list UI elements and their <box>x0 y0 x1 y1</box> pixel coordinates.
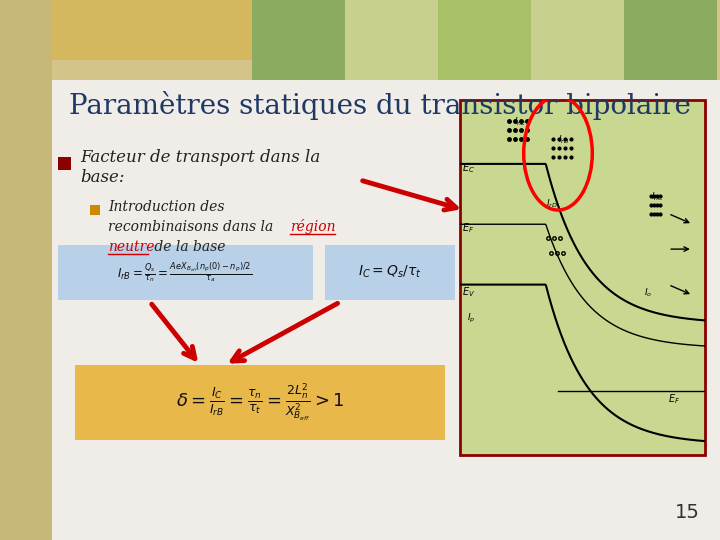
Text: $I_{nE}$: $I_{nE}$ <box>514 116 526 129</box>
Text: Paramètres statiques du transistor bipolaire: Paramètres statiques du transistor bipol… <box>69 91 691 119</box>
FancyBboxPatch shape <box>252 0 345 80</box>
Text: $E_V$: $E_V$ <box>462 285 476 299</box>
Text: Introduction des: Introduction des <box>108 200 225 214</box>
FancyBboxPatch shape <box>624 0 717 80</box>
FancyBboxPatch shape <box>58 245 313 300</box>
Text: base:: base: <box>80 168 125 186</box>
Text: $I_{rB}$: $I_{rB}$ <box>558 133 570 146</box>
Text: $I_o$: $I_o$ <box>644 286 652 299</box>
Text: $I_C = Q_s/\tau_t$: $I_C = Q_s/\tau_t$ <box>358 264 422 280</box>
FancyBboxPatch shape <box>0 0 52 540</box>
Text: recombinaisons dans la: recombinaisons dans la <box>108 220 278 234</box>
Text: région: région <box>290 219 336 234</box>
Text: Facteur de transport dans la: Facteur de transport dans la <box>80 148 320 165</box>
FancyBboxPatch shape <box>52 0 720 540</box>
Text: $\delta = \frac{I_C}{I_{rB}} = \frac{\tau_n}{\tau_t} = \frac{2L_n^2}{X_{B_{eff}}: $\delta = \frac{I_C}{I_{rB}} = \frac{\ta… <box>176 381 344 423</box>
Text: de la base: de la base <box>150 240 225 254</box>
FancyBboxPatch shape <box>345 0 438 80</box>
FancyBboxPatch shape <box>52 0 252 60</box>
FancyBboxPatch shape <box>90 205 100 215</box>
FancyBboxPatch shape <box>460 100 705 455</box>
Text: $I_{nC}$: $I_{nC}$ <box>651 191 664 203</box>
FancyBboxPatch shape <box>531 0 624 80</box>
Text: $I_p$: $I_p$ <box>467 312 476 325</box>
FancyBboxPatch shape <box>325 245 455 300</box>
Text: 15: 15 <box>675 503 700 522</box>
Text: $I_{rD}$: $I_{rD}$ <box>546 198 557 210</box>
FancyBboxPatch shape <box>75 365 445 440</box>
Text: $E_C$: $E_C$ <box>462 161 475 175</box>
FancyBboxPatch shape <box>438 0 531 80</box>
Text: $E_F$: $E_F$ <box>462 221 474 235</box>
FancyBboxPatch shape <box>58 157 71 170</box>
FancyBboxPatch shape <box>52 0 720 80</box>
Text: $E_F$: $E_F$ <box>668 392 680 406</box>
Text: neutre: neutre <box>108 240 155 254</box>
Text: $I_{rB} = \frac{Q_s}{\tau_n} = \frac{AeX_{B_{eff}}(n_p(0)-n_p)/2}{\tau_a}$: $I_{rB} = \frac{Q_s}{\tau_n} = \frac{AeX… <box>117 260 253 284</box>
